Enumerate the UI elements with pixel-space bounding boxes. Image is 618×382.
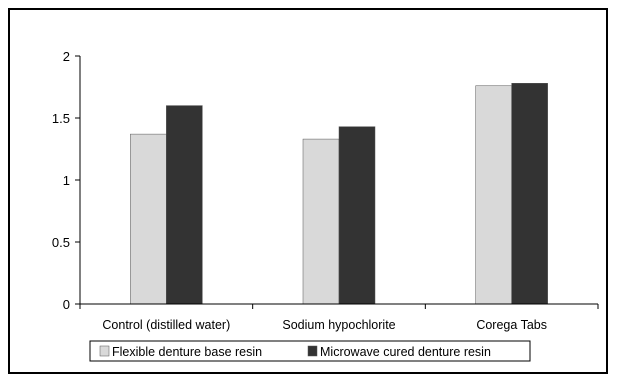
x-tick-label: Sodium hypochlorite: [282, 318, 395, 332]
legend: Flexible denture base resin Microwave cur…: [89, 340, 531, 362]
bar-flexible-1: [302, 138, 340, 305]
legend-swatch-0: [99, 345, 110, 357]
legend-swatch-1: [307, 345, 318, 357]
legend-label-0: Flexible denture base resin: [112, 345, 262, 359]
y-tick-label: 0: [63, 297, 70, 312]
y-tick-label: 2: [63, 49, 70, 64]
bar-flexible-0: [130, 133, 167, 305]
x-tick-label: Control (distilled water): [102, 318, 230, 332]
bars: [130, 83, 548, 305]
bar-microwave-0: [166, 105, 203, 305]
bar-microwave-2: [511, 83, 548, 305]
chart-frame: 0 0.5 1 1.5 2 Control (distilled water) Sodiu…: [8, 8, 608, 374]
bar-chart: 0 0.5 1 1.5 2 Control (distilled water) Sodiu…: [52, 49, 599, 362]
y-tick-label: 1.5: [52, 111, 70, 126]
bar-flexible-2: [475, 85, 512, 305]
x-axis: Control (distilled water) Sodium hypochlo…: [79, 303, 599, 332]
legend-label-1: Microwave cured denture resin: [320, 345, 491, 359]
y-axis: 0 0.5 1 1.5 2: [52, 49, 81, 312]
y-tick-label: 0.5: [52, 235, 70, 250]
x-tick-label: Corega Tabs: [476, 318, 547, 332]
bar-microwave-1: [338, 126, 376, 305]
y-tick-label: 1: [63, 173, 70, 188]
